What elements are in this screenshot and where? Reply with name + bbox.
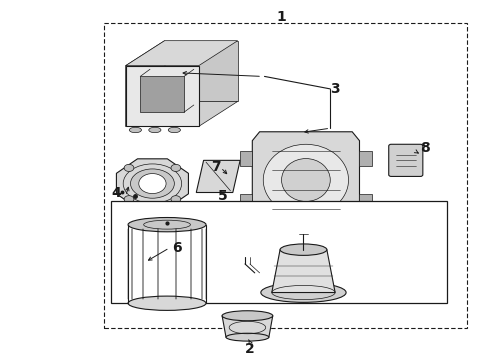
Text: 6: 6 [172, 241, 182, 255]
Polygon shape [140, 76, 184, 112]
Bar [104, 23, 466, 328]
Text: 4: 4 [111, 185, 121, 199]
Polygon shape [222, 316, 273, 337]
Ellipse shape [149, 127, 161, 133]
Ellipse shape [128, 217, 206, 232]
Text: 7: 7 [211, 161, 220, 175]
Polygon shape [117, 159, 189, 208]
Polygon shape [125, 102, 238, 126]
Text: 8: 8 [420, 141, 430, 155]
Polygon shape [125, 41, 165, 126]
Circle shape [139, 174, 166, 194]
Ellipse shape [222, 311, 273, 321]
Polygon shape [252, 132, 360, 228]
FancyBboxPatch shape [389, 144, 423, 176]
Ellipse shape [226, 333, 269, 341]
Ellipse shape [282, 158, 330, 202]
Circle shape [171, 196, 181, 203]
Text: 1: 1 [277, 10, 287, 24]
Ellipse shape [130, 169, 174, 198]
Polygon shape [165, 41, 238, 102]
Ellipse shape [129, 127, 142, 133]
Bar [111, 202, 447, 303]
Polygon shape [272, 249, 335, 293]
Polygon shape [125, 66, 199, 126]
Ellipse shape [168, 127, 180, 133]
Polygon shape [360, 152, 372, 166]
Polygon shape [240, 194, 252, 208]
Circle shape [124, 196, 134, 203]
Ellipse shape [263, 144, 348, 216]
Text: 5: 5 [218, 189, 228, 203]
Ellipse shape [128, 296, 206, 310]
Polygon shape [196, 160, 240, 193]
Circle shape [124, 164, 134, 171]
Circle shape [171, 164, 181, 171]
Text: 3: 3 [330, 82, 340, 96]
Polygon shape [360, 194, 372, 208]
Text: 2: 2 [245, 342, 255, 356]
Ellipse shape [261, 283, 346, 302]
Polygon shape [125, 41, 238, 66]
Polygon shape [240, 152, 252, 166]
Ellipse shape [280, 244, 327, 255]
